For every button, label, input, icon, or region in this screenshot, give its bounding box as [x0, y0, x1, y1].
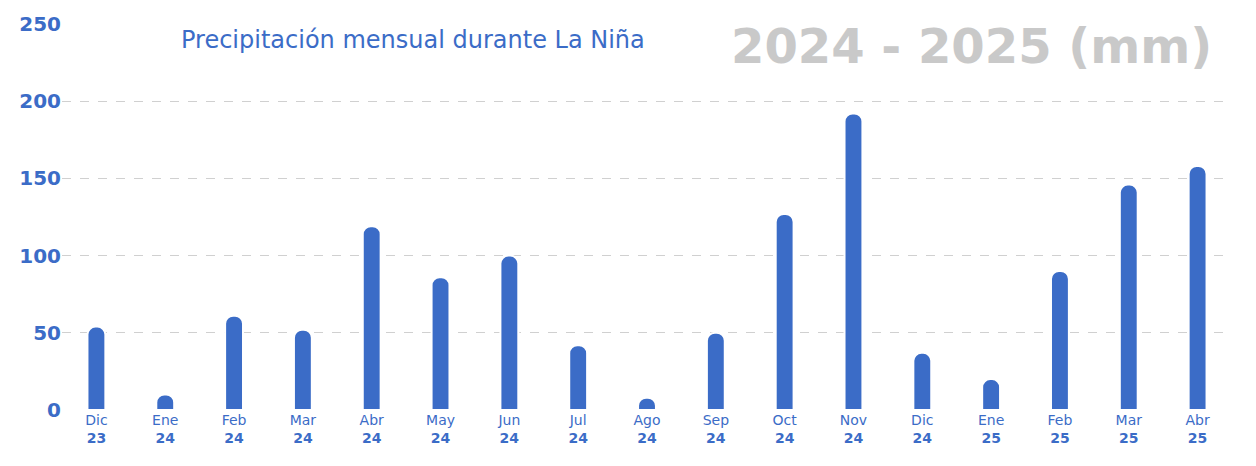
svg-text:Dic23: Dic23 [85, 412, 107, 446]
svg-text:Jun24: Jun24 [497, 412, 520, 446]
svg-text:Feb25: Feb25 [1048, 412, 1073, 446]
svg-text:Ene25: Ene25 [978, 412, 1004, 446]
svg-text:Mar24: Mar24 [290, 412, 317, 446]
svg-text:2024 - 2025 (mm): 2024 - 2025 (mm) [731, 18, 1212, 74]
svg-text:Abr25: Abr25 [1185, 412, 1209, 446]
svg-text:Sep24: Sep24 [703, 412, 730, 446]
svg-text:Dic24: Dic24 [911, 412, 933, 446]
svg-text:150: 150 [19, 166, 61, 190]
svg-text:May24: May24 [426, 412, 455, 446]
svg-text:Feb24: Feb24 [222, 412, 247, 446]
svg-text:Nov24: Nov24 [840, 412, 867, 446]
svg-text:Ago24: Ago24 [633, 412, 660, 446]
svg-text:Oct24: Oct24 [773, 412, 798, 446]
svg-text:Jul24: Jul24 [568, 412, 588, 446]
svg-text:Ene24: Ene24 [152, 412, 178, 446]
svg-text:Precipitación mensual durante: Precipitación mensual durante La Niña [181, 26, 645, 54]
svg-text:200: 200 [19, 89, 61, 113]
svg-text:250: 250 [19, 12, 61, 36]
svg-text:Mar25: Mar25 [1116, 412, 1143, 446]
svg-text:0: 0 [47, 398, 61, 422]
svg-text:100: 100 [19, 244, 61, 268]
svg-text:Abr24: Abr24 [360, 412, 384, 446]
svg-text:50: 50 [33, 321, 61, 345]
